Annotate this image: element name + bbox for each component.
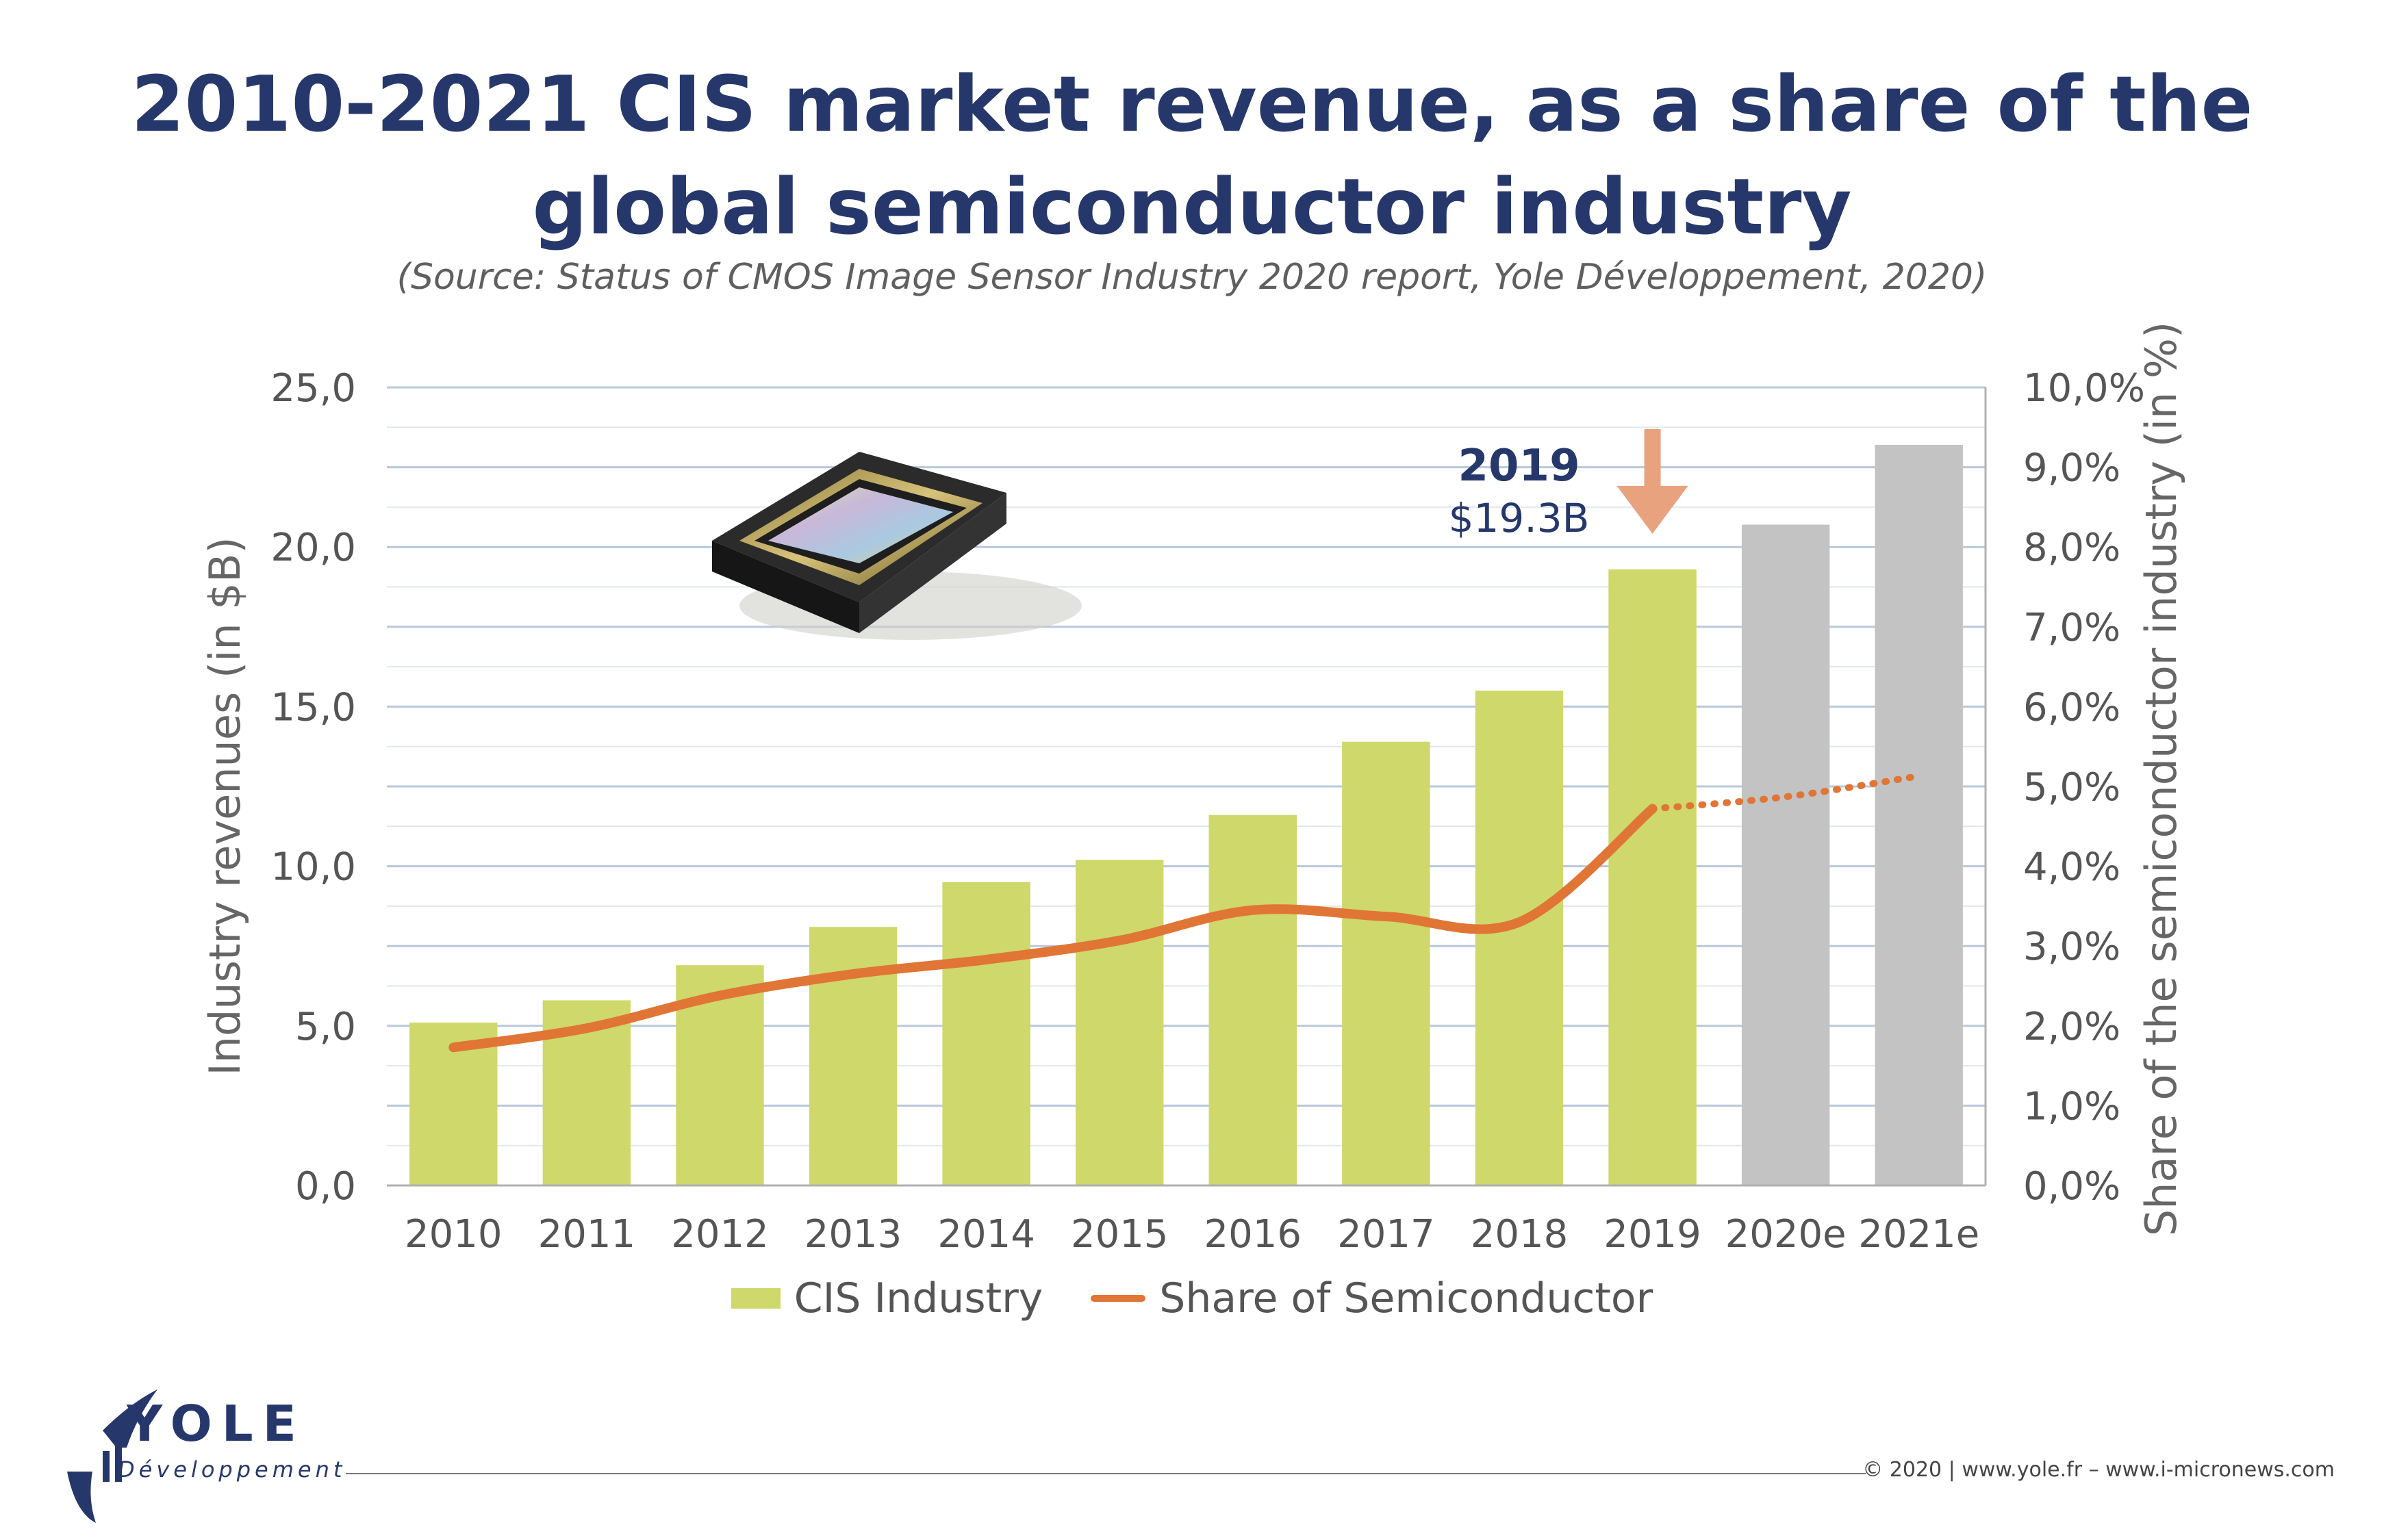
x-tick-label: 2017	[1337, 1212, 1435, 1257]
y-tick-label: 25,0	[270, 366, 356, 411]
x-tick-label: 2019	[1603, 1212, 1701, 1257]
y2-tick-label: 1,0%	[2023, 1084, 2120, 1129]
y2-tick-label: 4,0%	[2023, 845, 2120, 890]
legend-swatch-line	[1091, 1295, 1146, 1302]
bar-2016	[1208, 814, 1297, 1185]
share-line-actual	[448, 804, 1658, 1053]
y-tick-label: 5,0	[295, 1005, 356, 1049]
x-tick-label: 2013	[804, 1212, 902, 1257]
y-tick-label: 20,0	[270, 526, 356, 570]
cmos-sensor-chip-icon	[712, 452, 1082, 640]
title-line-2: global semiconductor industry	[532, 163, 1852, 252]
y2-axis-label: Share of the semiconductor industry (in …	[2136, 322, 2186, 1236]
y2-tick-label: 5,0%	[2023, 765, 2120, 810]
arrow-down-icon	[1616, 428, 1688, 534]
annotation-value: $19.3B	[1449, 495, 1590, 541]
y2-tick-label: 8,0%	[2023, 526, 2120, 570]
y2-tick-label: 9,0%	[2023, 446, 2120, 491]
bar-2018	[1475, 691, 1564, 1185]
legend-item-share: Share of Semiconductor	[1091, 1274, 1653, 1322]
x-tick-label: 2016	[1204, 1212, 1302, 1257]
bar-2021e	[1875, 444, 1963, 1185]
y2-tick-label: 6,0%	[2023, 685, 2120, 730]
logo-subtitle: Développement	[118, 1456, 346, 1483]
x-tick-label: 2020e	[1725, 1212, 1847, 1257]
y2-tick-label: 0,0%	[2023, 1164, 2120, 1209]
y2-tick-label: 7,0%	[2023, 606, 2120, 650]
x-tick-label: 2012	[671, 1212, 769, 1257]
y-tick-label: 15,0	[270, 685, 356, 730]
y2-tick-label: 2,0%	[2023, 1005, 2120, 1049]
chart-subtitle: (Source: Status of CMOS Image Sensor Ind…	[396, 257, 1988, 298]
axes: 2010 2011 2012 2013 2014 2015 2016 2017 2018 2019…	[270, 366, 2145, 1257]
bar-2015	[1075, 860, 1164, 1185]
bar-2019	[1608, 569, 1697, 1185]
logo-name: YOLE	[127, 1395, 306, 1452]
bar-2017	[1342, 741, 1430, 1185]
chart-title: 2010-2021 CIS market revenue, as a share…	[0, 53, 2384, 259]
legend: CIS Industry Share of Semiconductor	[0, 1274, 2384, 1322]
share-line-projected	[1649, 772, 1923, 812]
x-tick-label: 2014	[937, 1212, 1035, 1257]
legend-label-share: Share of Semiconductor	[1159, 1274, 1653, 1322]
annotation-year: 2019	[1458, 441, 1580, 491]
bar-2014	[942, 882, 1030, 1185]
x-tick-label: 2010	[405, 1212, 503, 1257]
legend-label-cis: CIS Industry	[794, 1274, 1043, 1322]
y-tick-label: 0,0	[295, 1164, 356, 1209]
y2-tick-label: 3,0%	[2023, 925, 2120, 969]
footer-copyright: © 2020 | www.yole.fr – www.i-micronews.c…	[1862, 1458, 2335, 1482]
x-tick-label: 2018	[1471, 1212, 1569, 1257]
grid-lines	[387, 386, 1986, 1187]
title-line-1: 2010-2021 CIS market revenue, as a share…	[131, 60, 2253, 149]
legend-item-cis: CIS Industry	[731, 1274, 1043, 1322]
x-tick-label: 2021e	[1858, 1212, 1979, 1257]
yole-logo-icon	[67, 1389, 157, 1523]
legend-swatch-bar	[731, 1288, 781, 1309]
x-tick-label: 2015	[1071, 1212, 1169, 1257]
y-axis-label: Industry revenues (in $B)	[200, 537, 250, 1075]
x-tick-label: 2011	[538, 1212, 636, 1257]
line-series	[448, 772, 1923, 1053]
footer-divider	[346, 1473, 1866, 1474]
y-tick-label: 10,0	[270, 845, 356, 890]
bar-2020e	[1741, 524, 1830, 1185]
bar-series	[409, 444, 1963, 1185]
y2-tick-label: 10,0%	[2023, 366, 2145, 411]
